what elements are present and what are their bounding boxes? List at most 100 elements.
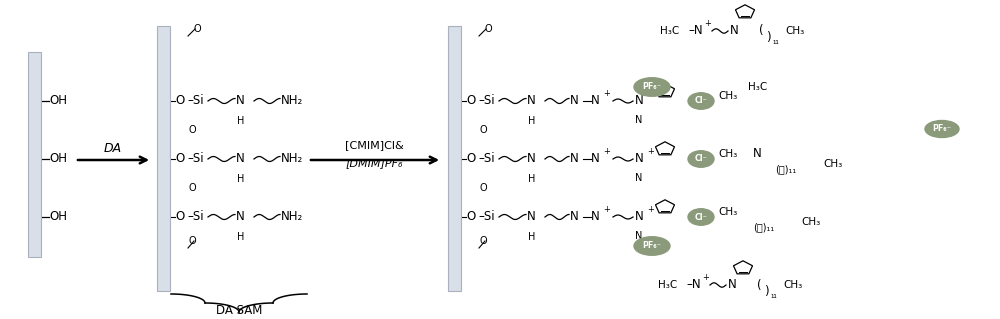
- Text: CH₃: CH₃: [823, 159, 842, 169]
- Text: O: O: [479, 236, 487, 246]
- Text: OH: OH: [49, 152, 67, 166]
- Text: –Si: –Si: [187, 94, 204, 108]
- Text: Cl⁻: Cl⁻: [695, 97, 707, 106]
- Bar: [157, 26, 170, 291]
- Text: O: O: [479, 183, 487, 193]
- Text: –Si: –Si: [478, 211, 495, 224]
- Text: H₃C: H₃C: [660, 26, 679, 36]
- Text: H: H: [528, 116, 535, 126]
- Bar: [448, 26, 461, 291]
- Ellipse shape: [634, 237, 670, 255]
- Text: H: H: [237, 232, 244, 242]
- Ellipse shape: [925, 121, 959, 137]
- Text: +: +: [647, 205, 654, 214]
- Text: CH₃: CH₃: [801, 217, 820, 227]
- Text: +: +: [603, 147, 610, 157]
- Text: OH: OH: [49, 211, 67, 224]
- Text: H: H: [528, 174, 535, 184]
- Text: O: O: [484, 24, 492, 34]
- Text: O: O: [188, 183, 196, 193]
- Text: N: N: [591, 211, 600, 224]
- Text: N: N: [236, 94, 245, 108]
- Text: +: +: [704, 19, 711, 28]
- Text: O: O: [175, 94, 184, 108]
- Text: H₃C: H₃C: [658, 280, 677, 290]
- Text: O: O: [175, 211, 184, 224]
- Text: N: N: [635, 231, 642, 241]
- Text: OH: OH: [49, 94, 67, 108]
- Text: +: +: [702, 273, 709, 283]
- Text: –N: –N: [688, 25, 703, 38]
- Text: (: (: [759, 25, 764, 38]
- Text: DA SAM: DA SAM: [216, 305, 262, 317]
- Text: CH₃: CH₃: [718, 207, 737, 217]
- Text: NH₂: NH₂: [281, 152, 303, 166]
- Text: NH₂: NH₂: [281, 211, 303, 224]
- Text: (〃)₁₁: (〃)₁₁: [775, 164, 796, 174]
- Ellipse shape: [688, 209, 714, 225]
- Text: –Si: –Si: [187, 152, 204, 166]
- Text: –Si: –Si: [478, 152, 495, 166]
- Ellipse shape: [688, 93, 714, 109]
- Text: (〃)₁₁: (〃)₁₁: [753, 222, 774, 232]
- Text: O: O: [175, 152, 184, 166]
- Text: CH₃: CH₃: [783, 280, 802, 290]
- Text: O: O: [466, 152, 475, 166]
- Text: N: N: [635, 152, 644, 166]
- Text: N: N: [591, 94, 600, 108]
- Text: N: N: [635, 94, 644, 108]
- Text: PF₆⁻: PF₆⁻: [642, 241, 662, 250]
- Text: [CMIM]Cl&: [CMIM]Cl&: [345, 140, 403, 150]
- Text: N: N: [527, 211, 536, 224]
- Text: NH₂: NH₂: [281, 94, 303, 108]
- Text: –Si: –Si: [478, 94, 495, 108]
- Text: ₁₁: ₁₁: [770, 291, 777, 300]
- Text: H: H: [528, 232, 535, 242]
- Text: N: N: [236, 152, 245, 166]
- Text: O: O: [479, 125, 487, 135]
- Text: (: (: [757, 278, 762, 292]
- Text: N: N: [591, 152, 600, 166]
- Text: CH₃: CH₃: [785, 26, 804, 36]
- Text: N: N: [236, 211, 245, 224]
- Text: N: N: [753, 147, 762, 160]
- Text: N: N: [635, 211, 644, 224]
- Text: Cl⁻: Cl⁻: [695, 154, 707, 164]
- Bar: [28, 52, 41, 257]
- Text: N: N: [570, 211, 579, 224]
- Text: Cl⁻: Cl⁻: [695, 212, 707, 221]
- Text: +: +: [603, 205, 610, 214]
- Text: O: O: [193, 24, 201, 34]
- Ellipse shape: [688, 151, 714, 167]
- Text: N: N: [527, 152, 536, 166]
- Text: N: N: [570, 94, 579, 108]
- Text: +: +: [603, 90, 610, 99]
- Ellipse shape: [634, 78, 670, 96]
- Text: H: H: [237, 174, 244, 184]
- Text: ): ): [766, 32, 771, 44]
- Text: N: N: [570, 152, 579, 166]
- Text: –Si: –Si: [187, 211, 204, 224]
- Text: CH₃: CH₃: [718, 149, 737, 159]
- Text: N: N: [728, 278, 737, 292]
- Text: [DMIM]PF₆: [DMIM]PF₆: [345, 158, 403, 168]
- Text: ): ): [764, 286, 769, 299]
- Text: N: N: [730, 25, 739, 38]
- Text: ₁₁: ₁₁: [772, 36, 779, 46]
- Text: O: O: [466, 94, 475, 108]
- Text: +: +: [647, 90, 654, 99]
- Text: +: +: [647, 147, 654, 157]
- Text: –N: –N: [686, 278, 701, 292]
- Text: O: O: [466, 211, 475, 224]
- Text: CH₃: CH₃: [718, 91, 737, 101]
- Text: PF₆⁻: PF₆⁻: [642, 83, 662, 92]
- Text: N: N: [635, 115, 642, 125]
- Text: H₃C: H₃C: [748, 82, 767, 92]
- Text: N: N: [635, 173, 642, 183]
- Text: O: O: [188, 125, 196, 135]
- Text: DA: DA: [104, 143, 122, 155]
- Text: O: O: [188, 236, 196, 246]
- Text: H: H: [237, 116, 244, 126]
- Text: N: N: [527, 94, 536, 108]
- Text: PF₆⁻: PF₆⁻: [932, 124, 952, 133]
